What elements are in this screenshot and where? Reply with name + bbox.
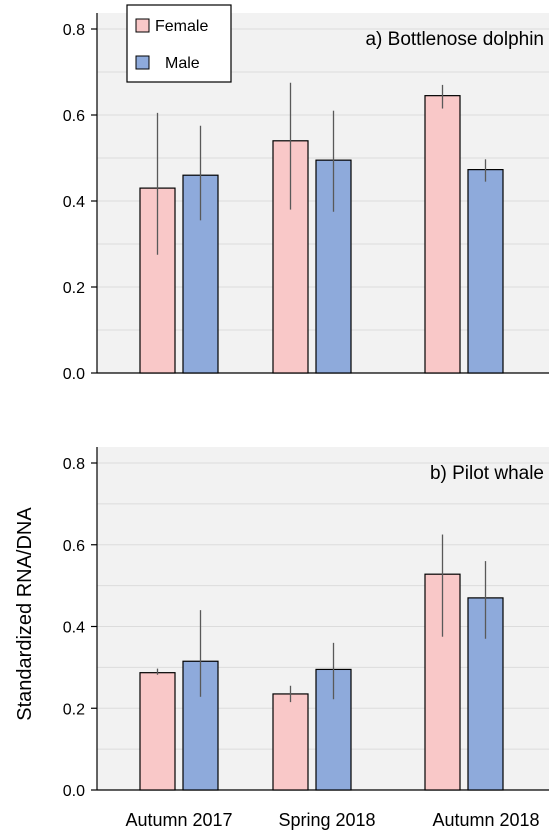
bar-male-3 <box>467 169 504 374</box>
x-tick-label: Spring 2018 <box>278 810 375 830</box>
legend-swatch-female <box>135 18 150 33</box>
y-axis-label: Standardized RNA/DNA <box>14 507 36 721</box>
legend: Female Male <box>126 4 232 83</box>
y-tick-label: 0.0 <box>63 783 85 800</box>
y-tick-label: 0.4 <box>63 620 85 637</box>
y-tick-label: 0.8 <box>63 456 85 473</box>
y-tick-label: 0.6 <box>63 108 85 125</box>
bar-female-3 <box>424 95 461 374</box>
legend-label-female: Female <box>155 18 208 35</box>
panel-a: 0.0 0.2 0.4 0.6 0.8 a) Bottlenose dolphin <box>63 13 549 383</box>
y-tick-label: 0.2 <box>63 701 85 718</box>
y-tick-label: 0.8 <box>63 22 85 39</box>
y-tick-label: 0.0 <box>63 366 85 383</box>
y-tick-label: 0.4 <box>63 194 85 211</box>
y-tick-label: 0.6 <box>63 538 85 555</box>
x-axis-labels: Autumn 2017 Spring 2018 Autumn 2018 <box>125 810 539 830</box>
bar-female-1 <box>139 672 176 791</box>
panel-b: 0.0 0.2 0.4 0.6 0.8 b) Pilot whale <box>63 447 549 800</box>
y-tick-label: 0.2 <box>63 280 85 297</box>
legend-swatch-male <box>135 55 150 70</box>
x-tick-label: Autumn 2017 <box>125 810 232 830</box>
x-tick-label: Autumn 2018 <box>432 810 539 830</box>
legend-label-male: Male <box>165 55 200 72</box>
panel-title: b) Pilot whale <box>430 463 544 484</box>
bar-female-2 <box>272 693 309 791</box>
panel-title: a) Bottlenose dolphin <box>365 29 544 50</box>
panels: 0.00.20.40.60.8 a) Bottlenose dolphin0.00… <box>63 13 549 800</box>
